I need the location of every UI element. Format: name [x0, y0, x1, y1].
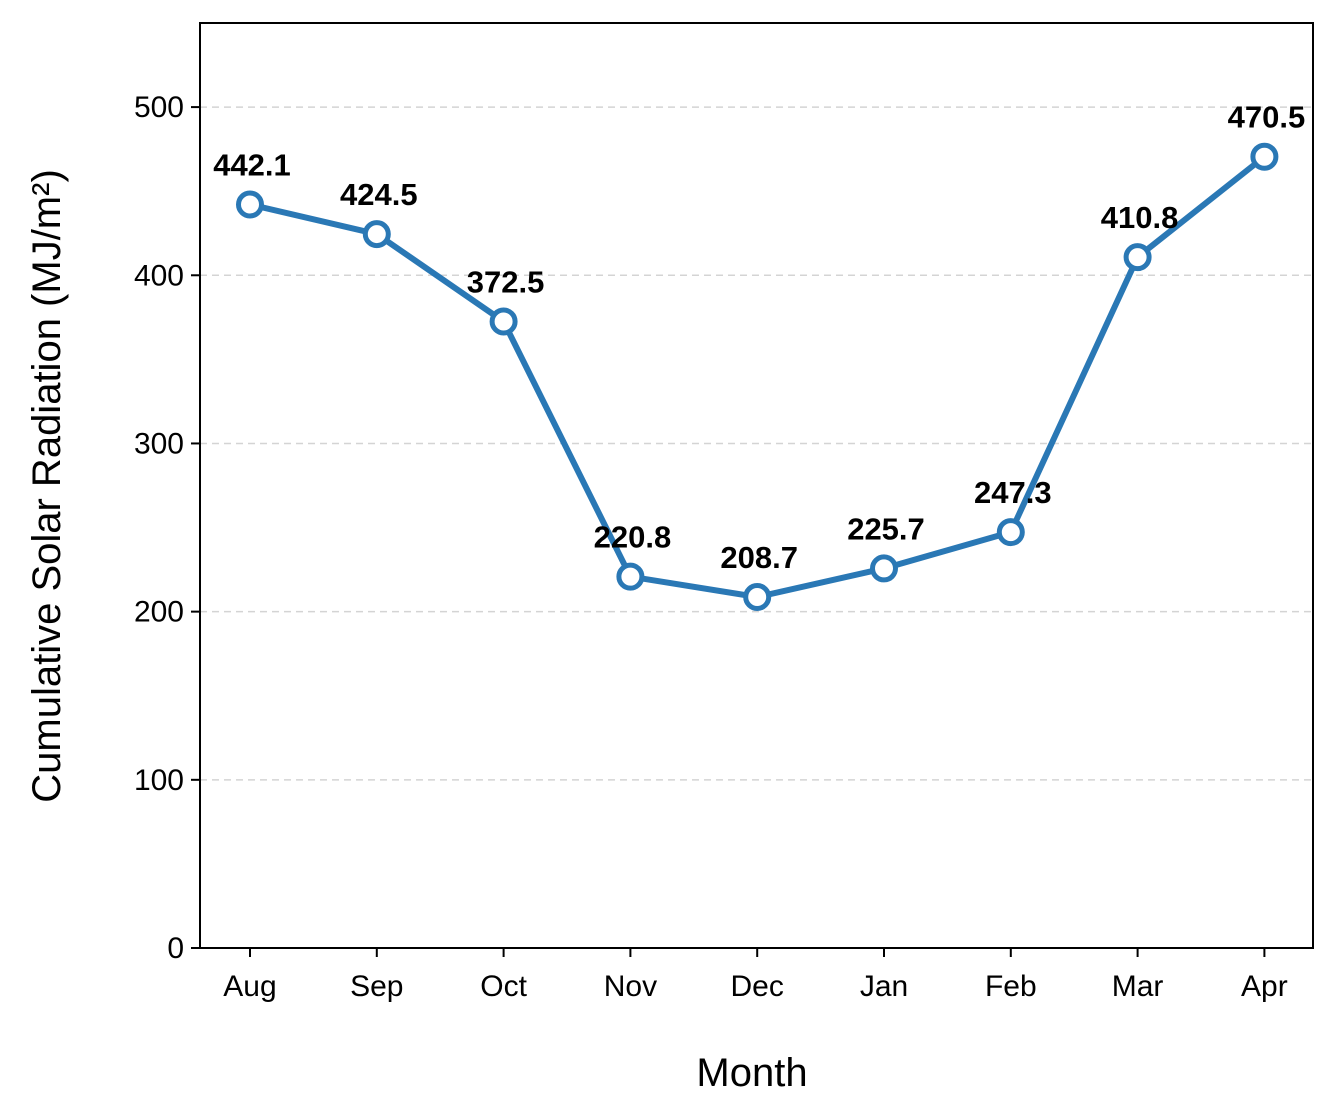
- y-tick-label: 400: [134, 259, 184, 292]
- data-point-marker: [362, 220, 391, 249]
- y-tick-label: 200: [134, 596, 184, 629]
- plot-frame: [199, 22, 1314, 949]
- data-point-marker: [870, 554, 898, 583]
- data-label: 470.5: [1228, 100, 1306, 135]
- x-tick-label: Aug: [223, 970, 276, 1003]
- x-tick-label: Nov: [604, 970, 657, 1003]
- x-tick-label: Jan: [860, 970, 908, 1003]
- y-tick-label: 500: [134, 91, 184, 124]
- x-tick-label: Apr: [1241, 970, 1288, 1003]
- x-tick-label: Sep: [350, 970, 403, 1003]
- data-point-marker: [489, 307, 518, 336]
- x-tick-label: Oct: [480, 970, 527, 1003]
- data-label: 247.3: [974, 475, 1052, 510]
- data-point-marker: [616, 562, 645, 591]
- data-point-marker: [743, 583, 772, 612]
- data-point-marker: [1123, 243, 1152, 272]
- axes: 0 100 200 300 400 500 Aug Sep Oct Nov Dec Jan Feb Mar…: [134, 22, 1314, 1003]
- data-label: 208.7: [720, 540, 798, 575]
- data-point-marker: [996, 518, 1025, 547]
- x-axis-title: Month: [696, 1051, 807, 1095]
- data-label: 225.7: [847, 511, 925, 546]
- data-label: 442.1: [213, 147, 291, 182]
- data-label: 424.5: [340, 177, 418, 212]
- x-tick-label: Mar: [1112, 970, 1164, 1003]
- data-labels: 442.1 424.5 372.5 220.8 208.7 225.7 247.3 410.8…: [213, 100, 1305, 575]
- data-point-marker: [236, 190, 264, 219]
- x-tick-label: Feb: [985, 970, 1037, 1003]
- y-axis-title: Cumulative Solar Radiation (MJ/m²): [25, 169, 69, 803]
- y-tick-label: 100: [134, 764, 184, 797]
- data-label: 372.5: [467, 265, 545, 300]
- series-line-group: [236, 142, 1279, 612]
- data-label: 220.8: [594, 520, 672, 555]
- x-tick-label: Dec: [731, 970, 784, 1003]
- y-tick-label: 0: [167, 932, 184, 965]
- data-point-marker: [1250, 142, 1279, 171]
- y-tick-label: 300: [134, 427, 184, 460]
- data-label: 410.8: [1101, 200, 1179, 235]
